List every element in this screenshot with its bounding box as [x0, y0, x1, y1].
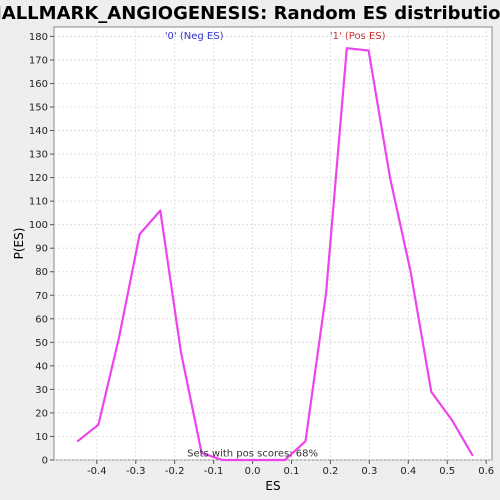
y-tick-label: 110	[29, 197, 48, 208]
data-point	[200, 452, 203, 454]
data-point	[138, 233, 141, 235]
annotation-label: Sets with pos scores: 68%	[187, 448, 318, 459]
x-tick-label: -0.2	[165, 466, 185, 477]
x-tick-label: 0.0	[245, 466, 261, 477]
data-point	[159, 209, 162, 212]
y-tick-label: 150	[29, 103, 48, 114]
y-tick-label: 30	[35, 385, 48, 396]
series-layer	[76, 47, 474, 462]
x-tick-label: 0.6	[478, 466, 494, 477]
axes: 0 10 20 30 40 50 60 70 80 90 100 110 120 130 140 150 160…	[29, 32, 494, 477]
y-tick-label: 100	[29, 220, 48, 231]
y-tick-label: 80	[35, 267, 48, 278]
data-point	[304, 440, 307, 443]
data-point	[241, 459, 244, 461]
data-point	[118, 336, 120, 339]
grid-lines	[54, 27, 492, 461]
y-tick-label: 0	[42, 456, 48, 467]
x-tick-label: 0.3	[361, 466, 377, 477]
data-point	[221, 459, 224, 461]
y-tick-label: 170	[29, 55, 48, 66]
y-tick-label: 140	[29, 126, 48, 137]
y-axis-label: P(ES)	[12, 228, 26, 260]
y-tick-label: 50	[35, 338, 48, 349]
data-point	[430, 390, 433, 393]
x-tick-label: 0.4	[400, 466, 416, 477]
annotation-label: '0' (Neg ES)	[165, 31, 224, 42]
x-tick-label: 0.5	[439, 466, 455, 477]
y-tick-label: 160	[29, 79, 48, 90]
y-tick-label: 10	[35, 432, 48, 443]
annotation-label: '1' (Pos ES)	[330, 31, 386, 42]
x-tick-label: 0.2	[322, 466, 338, 477]
data-point	[325, 292, 328, 294]
data-point	[389, 176, 391, 179]
y-tick-label: 20	[35, 408, 48, 419]
x-tick-label: -0.1	[204, 466, 224, 477]
data-point	[283, 459, 286, 461]
data-point	[450, 419, 453, 421]
y-tick-label: 60	[35, 314, 48, 325]
x-axis-label: ES	[265, 479, 280, 493]
data-point	[180, 350, 182, 353]
data-point	[76, 440, 79, 443]
annotations: '0' (Neg ES) '1' (Pos ES) Sets with pos sc…	[165, 31, 386, 460]
y-tick-label: 120	[29, 173, 48, 184]
y-tick-label: 40	[35, 361, 48, 372]
chart-title: HALLMARK_ANGIOGENESIS: Random ES distrib…	[0, 3, 500, 24]
data-point	[263, 459, 266, 461]
data-point	[97, 423, 100, 426]
series-line	[77, 47, 474, 462]
data-point	[409, 270, 412, 273]
data-point	[367, 49, 370, 52]
y-tick-label: 70	[35, 291, 48, 302]
x-tick-label: -0.4	[87, 466, 107, 477]
y-tick-label: 180	[29, 32, 48, 43]
y-tick-label: 90	[35, 244, 48, 255]
x-tick-label: 0.1	[284, 466, 300, 477]
plot-area	[53, 26, 493, 461]
x-tick-label: -0.3	[126, 466, 146, 477]
data-point	[471, 454, 474, 457]
data-point	[345, 47, 348, 50]
y-tick-label: 130	[29, 150, 48, 161]
